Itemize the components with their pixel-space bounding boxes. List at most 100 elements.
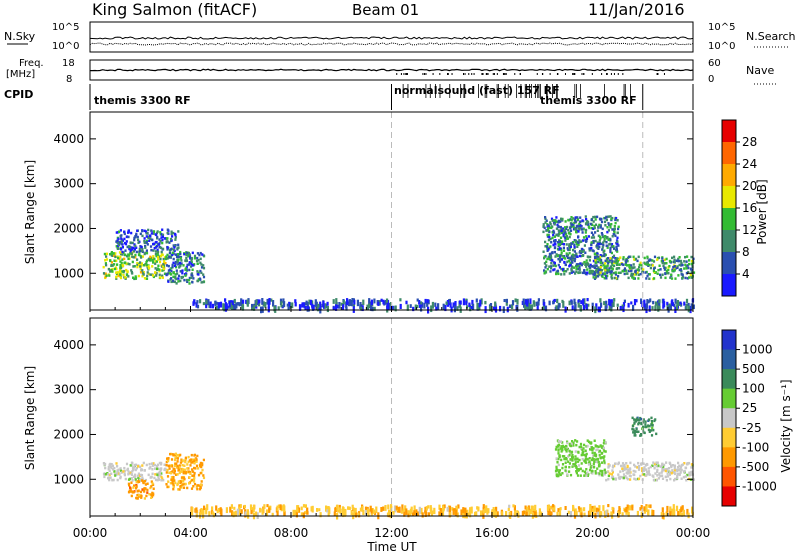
data-cell bbox=[113, 473, 116, 476]
data-cell bbox=[658, 473, 661, 476]
data-cell bbox=[102, 265, 105, 269]
data-cell bbox=[688, 276, 691, 279]
data-cell bbox=[604, 253, 607, 257]
data-cell bbox=[407, 511, 410, 518]
data-cell bbox=[544, 245, 547, 248]
data-cell bbox=[608, 243, 611, 246]
data-cell bbox=[609, 248, 612, 252]
data-cell bbox=[542, 225, 545, 228]
data-cell bbox=[669, 477, 672, 481]
data-cell bbox=[416, 304, 419, 308]
data-cell bbox=[578, 251, 581, 254]
data-cell bbox=[190, 261, 193, 264]
data-cell bbox=[535, 301, 538, 306]
data-cell bbox=[628, 505, 631, 511]
data-cell bbox=[569, 261, 572, 265]
data-cell bbox=[171, 263, 174, 267]
data-cell bbox=[603, 277, 606, 280]
data-cell bbox=[104, 259, 107, 262]
data-cell bbox=[177, 259, 180, 262]
data-cell bbox=[246, 509, 249, 516]
data-cell bbox=[158, 478, 161, 481]
data-cell bbox=[621, 467, 624, 470]
data-cell bbox=[616, 236, 619, 240]
data-cell bbox=[188, 253, 191, 256]
data-cell bbox=[462, 298, 465, 306]
data-cell bbox=[663, 463, 666, 467]
data-cell bbox=[375, 506, 378, 513]
data-cell bbox=[639, 507, 642, 511]
data-cell bbox=[552, 243, 555, 247]
data-cell bbox=[126, 270, 129, 274]
data-cell bbox=[588, 247, 591, 250]
data-cell bbox=[616, 303, 619, 307]
data-cell bbox=[157, 255, 160, 259]
data-cell bbox=[200, 465, 203, 469]
data-cell bbox=[686, 277, 689, 280]
data-cell bbox=[168, 255, 171, 258]
data-cell bbox=[474, 511, 477, 517]
data-cell bbox=[192, 485, 195, 488]
data-cell bbox=[557, 439, 560, 443]
data-cell bbox=[679, 470, 682, 474]
data-cell bbox=[672, 265, 675, 269]
data-cell bbox=[557, 449, 560, 452]
data-cell bbox=[560, 450, 563, 453]
data-cell bbox=[662, 298, 665, 305]
data-cell bbox=[579, 305, 582, 312]
data-cell bbox=[191, 264, 194, 267]
data-cell bbox=[675, 505, 679, 512]
data-cell bbox=[115, 462, 118, 465]
data-cell bbox=[564, 231, 567, 234]
data-cell bbox=[125, 235, 128, 238]
data-cell bbox=[610, 299, 613, 303]
data-cell bbox=[604, 305, 607, 312]
data-cell bbox=[128, 263, 131, 266]
data-cell bbox=[286, 303, 289, 307]
data-cell bbox=[550, 226, 553, 230]
data-cell bbox=[167, 485, 170, 489]
data-cell bbox=[610, 269, 613, 273]
data-cell bbox=[661, 477, 665, 480]
data-cell bbox=[185, 252, 189, 255]
data-cell bbox=[523, 510, 526, 515]
data-cell bbox=[592, 241, 595, 244]
data-cell bbox=[215, 305, 218, 311]
data-cell bbox=[599, 298, 602, 303]
data-cell bbox=[360, 306, 363, 311]
colorbar-tick-label: 12 bbox=[742, 223, 757, 237]
data-cell bbox=[623, 299, 626, 303]
data-cell bbox=[174, 452, 177, 456]
data-cell bbox=[145, 251, 149, 255]
data-cell bbox=[662, 264, 665, 268]
data-cell bbox=[431, 301, 434, 309]
data-cell bbox=[600, 445, 603, 448]
data-cell bbox=[164, 262, 167, 265]
data-cell bbox=[102, 272, 106, 275]
data-cell bbox=[587, 225, 590, 228]
data-cell bbox=[177, 274, 181, 278]
data-cell bbox=[591, 457, 594, 460]
data-cell bbox=[611, 506, 614, 511]
data-cell bbox=[127, 478, 131, 481]
data-cell bbox=[634, 418, 637, 422]
data-cell bbox=[575, 265, 578, 268]
data-cell bbox=[149, 466, 152, 469]
data-cell bbox=[166, 240, 169, 243]
data-cell bbox=[239, 504, 242, 508]
data-cell bbox=[542, 230, 545, 234]
data-cell bbox=[412, 306, 415, 312]
data-cell bbox=[123, 237, 126, 241]
data-cell bbox=[624, 261, 628, 264]
data-cell bbox=[564, 469, 567, 472]
data-cell bbox=[590, 441, 593, 444]
data-cell bbox=[435, 306, 438, 311]
data-cell bbox=[229, 302, 232, 310]
data-cell bbox=[179, 257, 182, 260]
data-cell bbox=[300, 512, 303, 517]
data-cell bbox=[673, 261, 676, 264]
data-cell bbox=[588, 269, 591, 273]
data-cell bbox=[661, 260, 665, 263]
data-cell bbox=[596, 215, 599, 219]
data-cell bbox=[559, 447, 562, 450]
